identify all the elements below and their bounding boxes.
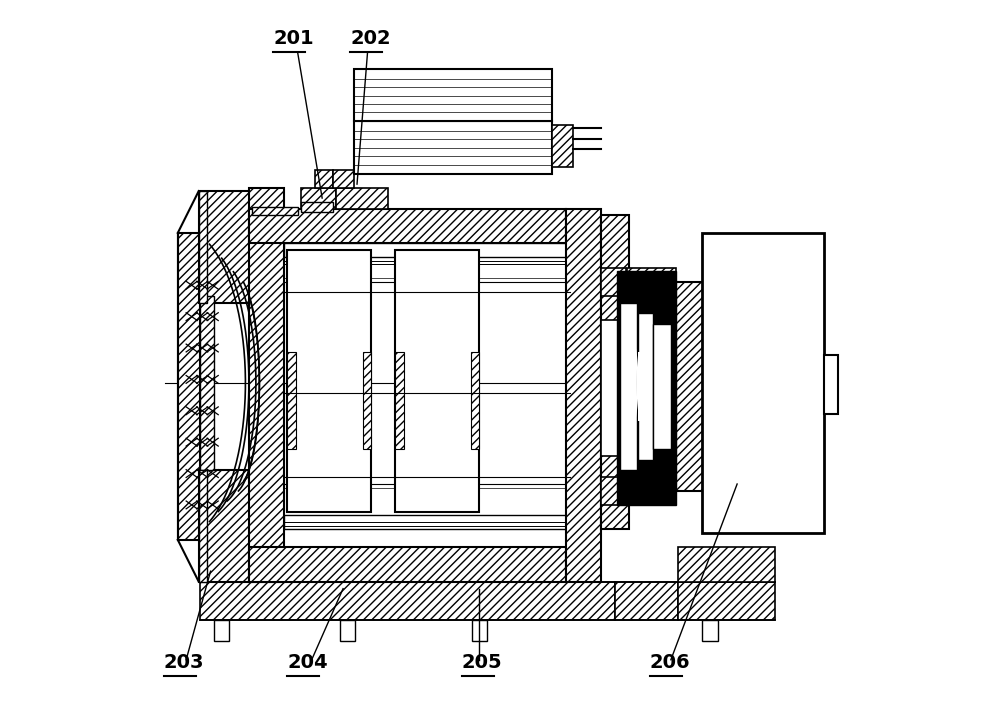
Bar — [601, 268, 626, 296]
Bar — [315, 170, 333, 188]
Bar — [301, 202, 333, 212]
Bar — [678, 581, 775, 620]
Bar — [340, 620, 355, 641]
Bar — [287, 250, 371, 512]
Bar — [601, 216, 629, 529]
Text: 206: 206 — [650, 653, 691, 672]
Bar — [395, 352, 404, 449]
Bar — [615, 581, 678, 620]
Text: 204: 204 — [287, 653, 328, 672]
Bar — [199, 191, 207, 303]
Bar — [566, 209, 601, 581]
Bar — [200, 296, 214, 470]
Bar — [702, 233, 824, 533]
Bar — [676, 282, 703, 491]
Text: 205: 205 — [462, 653, 502, 672]
Bar — [702, 620, 718, 641]
Bar — [395, 250, 479, 512]
Bar — [620, 303, 637, 470]
Bar — [638, 352, 651, 421]
Bar — [601, 320, 619, 456]
Bar — [200, 581, 615, 620]
Bar — [601, 477, 626, 505]
Bar — [214, 620, 229, 641]
Bar — [199, 470, 251, 581]
Bar — [354, 69, 552, 122]
Bar — [252, 207, 298, 216]
Bar — [824, 355, 838, 414]
Bar — [472, 620, 487, 641]
Text: 201: 201 — [273, 29, 314, 48]
Bar — [199, 191, 251, 303]
Bar — [301, 188, 336, 209]
Bar — [178, 233, 200, 540]
Bar — [363, 352, 371, 449]
Bar — [336, 188, 388, 209]
Bar — [333, 170, 354, 188]
Bar — [284, 243, 570, 257]
Bar — [617, 271, 676, 505]
Bar — [354, 122, 552, 174]
Bar — [287, 352, 296, 449]
Bar — [284, 515, 570, 529]
Text: 202: 202 — [350, 29, 391, 48]
Bar — [627, 268, 676, 296]
Bar — [622, 344, 636, 428]
Bar — [471, 352, 479, 449]
Bar — [627, 474, 676, 501]
Bar — [678, 547, 775, 581]
Bar — [552, 125, 573, 167]
Bar — [638, 313, 653, 460]
Bar — [249, 188, 284, 581]
Text: 203: 203 — [164, 653, 204, 672]
Bar — [249, 209, 566, 243]
Bar — [199, 470, 207, 581]
Bar — [653, 323, 671, 449]
Bar — [249, 547, 566, 581]
